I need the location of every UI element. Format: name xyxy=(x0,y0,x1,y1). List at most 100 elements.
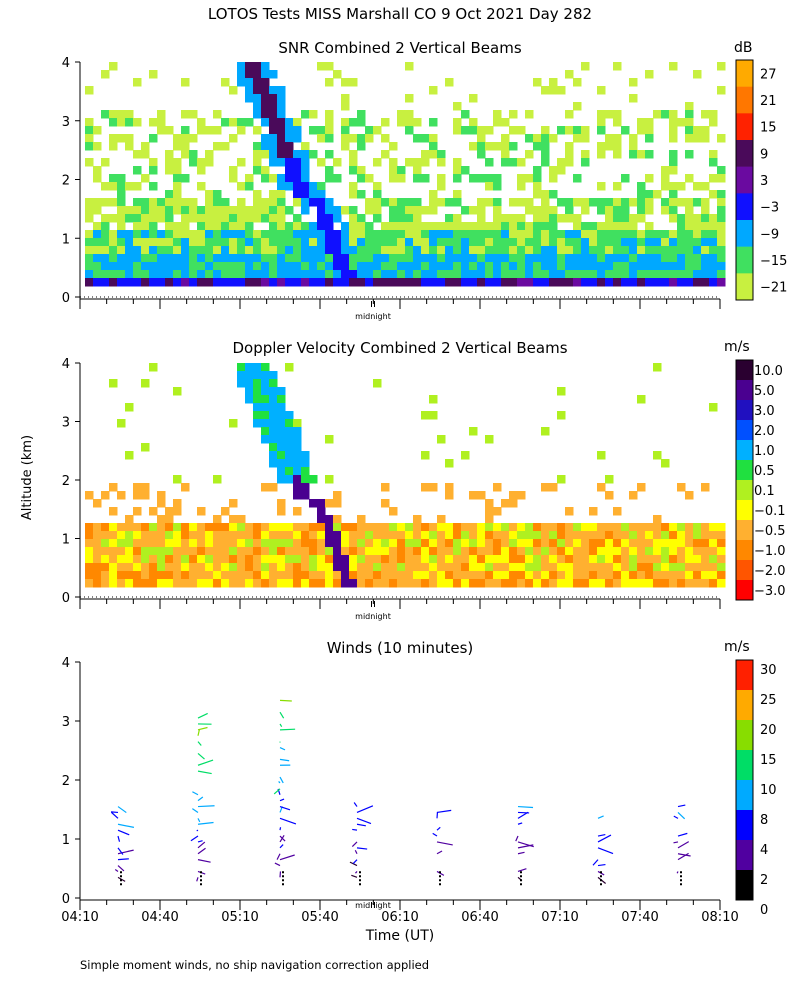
heatmap-cell xyxy=(573,563,582,572)
heatmap-cell xyxy=(709,531,718,540)
heatmap-cell xyxy=(661,230,670,239)
heatmap-cell xyxy=(645,531,654,540)
heatmap-cell xyxy=(301,451,310,460)
heatmap-cell xyxy=(365,547,374,556)
heatmap-cell xyxy=(565,110,574,119)
heatmap-cell xyxy=(541,230,550,239)
wind-barb xyxy=(517,841,534,848)
heatmap-cell xyxy=(165,262,174,271)
heatmap-cell xyxy=(581,571,590,580)
wind-barb xyxy=(192,808,199,813)
heatmap-cell xyxy=(237,246,246,255)
heatmap-cell xyxy=(293,475,302,484)
heatmap-cell xyxy=(269,110,278,119)
heatmap-cell xyxy=(693,222,702,231)
heatmap-cell xyxy=(469,531,478,540)
y-tick-label: 2 xyxy=(62,474,70,489)
heatmap-cell xyxy=(613,182,622,191)
heatmap-cell xyxy=(541,246,550,255)
heatmap-cell xyxy=(109,110,118,119)
heatmap-cell xyxy=(589,539,598,548)
heatmap-cell xyxy=(677,182,686,191)
heatmap-cell xyxy=(629,555,638,564)
heatmap-cell xyxy=(349,254,358,263)
heatmap-cell xyxy=(261,555,270,564)
heatmap-cell xyxy=(229,579,238,588)
heatmap-cell xyxy=(413,174,422,183)
heatmap-cell xyxy=(349,118,358,127)
heatmap-cell xyxy=(445,531,454,540)
wind-barb xyxy=(677,852,689,861)
heatmap-cell xyxy=(365,254,374,263)
heatmap-cell xyxy=(293,563,302,572)
heatmap-cell xyxy=(197,158,206,167)
heatmap-cell xyxy=(597,547,606,556)
heatmap-cell xyxy=(637,254,646,263)
heatmap-cell xyxy=(293,230,302,239)
wind-barb xyxy=(677,812,686,820)
heatmap-cell xyxy=(485,222,494,231)
heatmap-cell xyxy=(421,246,430,255)
heatmap-cell xyxy=(205,190,214,199)
heatmap-cell xyxy=(557,246,566,255)
heatmap-cell xyxy=(405,547,414,556)
heatmap-cell xyxy=(381,571,390,580)
heatmap-cell xyxy=(269,563,278,572)
heatmap-cell xyxy=(125,270,134,279)
heatmap-cell xyxy=(413,158,422,167)
heatmap-cell xyxy=(557,158,566,167)
heatmap-cell xyxy=(533,230,542,239)
heatmap-cell xyxy=(429,134,438,143)
wind-barb xyxy=(517,851,525,855)
colorbar-swatch xyxy=(736,273,753,301)
colorbar-label: −15 xyxy=(760,254,787,269)
heatmap-cell xyxy=(653,270,662,279)
heatmap-cell xyxy=(581,531,590,540)
heatmap-cell xyxy=(277,158,286,167)
heatmap-cell xyxy=(85,270,94,279)
heatmap-cell xyxy=(261,523,270,532)
heatmap-cell xyxy=(221,254,230,263)
heatmap-cell xyxy=(325,238,334,247)
x-tick-label: 07:40 xyxy=(621,910,658,925)
heatmap-cell xyxy=(133,198,142,207)
heatmap-cell xyxy=(213,238,222,247)
wind-barb xyxy=(517,805,534,809)
heatmap-cell xyxy=(453,174,462,183)
heatmap-cell xyxy=(493,483,502,492)
heatmap-cell xyxy=(381,150,390,159)
heatmap-cell xyxy=(149,523,158,532)
heatmap-cell xyxy=(709,238,718,247)
heatmap-cell xyxy=(557,126,566,135)
heatmap-cell xyxy=(413,547,422,556)
heatmap-cell xyxy=(645,539,654,548)
heatmap-cell xyxy=(557,238,566,247)
heatmap-cell xyxy=(173,523,182,532)
colorbar-swatch xyxy=(736,86,753,114)
heatmap-cell xyxy=(293,118,302,127)
heatmap-cell xyxy=(429,190,438,199)
heatmap-cell xyxy=(237,238,246,247)
heatmap-cell xyxy=(237,214,246,223)
heatmap-cell xyxy=(597,539,606,548)
heatmap-cell xyxy=(541,563,550,572)
heatmap-cell xyxy=(525,555,534,564)
heatmap-cell xyxy=(581,262,590,271)
heatmap-cell xyxy=(557,563,566,572)
heatmap-cell xyxy=(341,102,350,111)
heatmap-cell xyxy=(205,555,214,564)
heatmap-cell xyxy=(653,363,662,372)
heatmap-cell xyxy=(293,531,302,540)
heatmap-cell xyxy=(389,198,398,207)
heatmap-cell xyxy=(253,126,262,135)
colorbar-label: 5.0 xyxy=(754,384,775,399)
heatmap-cell xyxy=(485,254,494,263)
heatmap-cell xyxy=(285,150,294,159)
heatmap-cell xyxy=(269,278,278,287)
heatmap-cell xyxy=(493,270,502,279)
heatmap-cell xyxy=(597,451,606,460)
heatmap-cell xyxy=(205,158,214,167)
heatmap-cell xyxy=(261,214,270,223)
heatmap-cell xyxy=(253,363,262,372)
